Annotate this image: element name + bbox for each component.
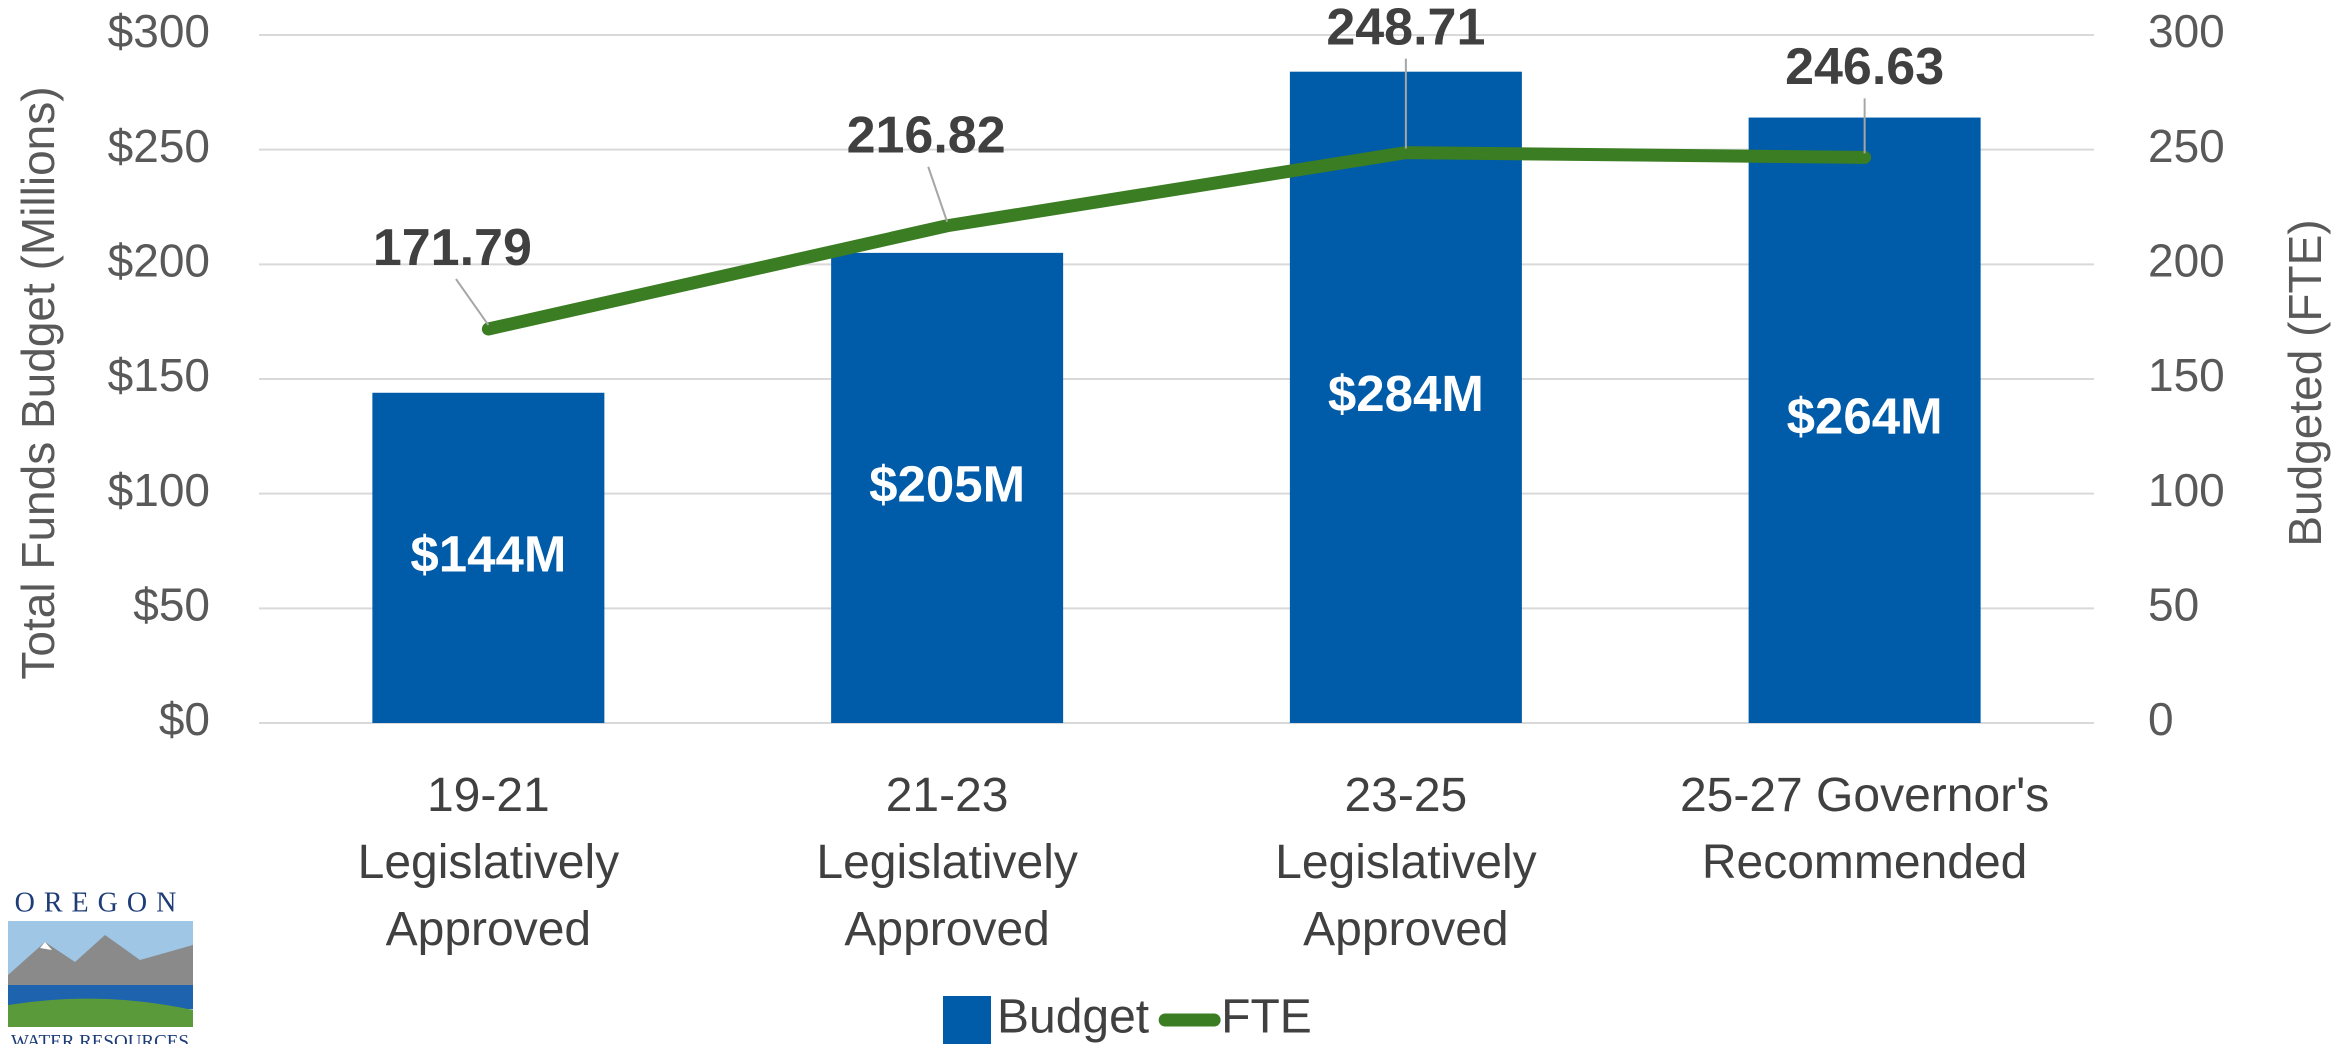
y-axis-title: Total Funds Budget (Millions)	[12, 86, 64, 679]
line-value-label: 171.79	[373, 219, 532, 277]
bar	[372, 392, 605, 723]
bar	[1289, 71, 1522, 723]
y2-tick-label: 250	[2148, 120, 2225, 172]
y2-tick-label: 200	[2148, 234, 2225, 286]
x-tick-label: 19-21 Legislatively Approved	[357, 769, 620, 956]
legend-label: Budget	[997, 991, 1149, 1044]
bar	[1748, 117, 1981, 723]
y2-tick-label: 300	[2148, 5, 2225, 57]
y-tick-label: $300	[108, 5, 210, 57]
y-tick-label: $0	[159, 693, 210, 745]
y-tick-label: $250	[108, 120, 210, 172]
x-tick-label: 23-25 Legislatively Approved	[1275, 769, 1537, 956]
logo: OREGON WATER RESOURCES	[8, 887, 193, 1044]
y2-tick-label: 0	[2148, 693, 2174, 745]
y-tick-label: $100	[108, 464, 210, 516]
bar-value-label: $284M	[1328, 365, 1484, 422]
y2-axis-title: Budgeted (FTE)	[2279, 219, 2331, 546]
logo-mountains	[8, 935, 193, 990]
y2-tick-label: 150	[2148, 349, 2225, 401]
y-tick-label: $200	[108, 234, 210, 286]
bar	[831, 252, 1064, 723]
line-value-label: 246.63	[1785, 38, 1944, 96]
leader-line	[927, 166, 949, 223]
legend-swatch	[943, 996, 991, 1044]
fte-line	[481, 146, 1872, 336]
logo-land	[8, 998, 193, 1027]
bar-value-label: $264M	[1787, 388, 1943, 445]
logo-snow	[40, 942, 52, 950]
line-value-label: 216.82	[847, 106, 1006, 164]
y-tick-label: $150	[108, 349, 210, 401]
y2-tick-label: 100	[2148, 464, 2225, 516]
logo-top-text: OREGON	[15, 887, 186, 918]
logo-bottom-text: WATER RESOURCES	[11, 1031, 189, 1044]
leader-line	[455, 278, 490, 326]
y2-tick-label: 50	[2148, 578, 2199, 630]
x-tick-label: 25-27 Governor's Recommended	[1679, 769, 2050, 889]
bar-value-label: $144M	[410, 525, 566, 582]
line-value-label: 248.71	[1326, 0, 1485, 56]
bar-value-label: $205M	[869, 455, 1025, 512]
legend-label: FTE	[1221, 991, 1312, 1044]
y-tick-label: $50	[133, 578, 210, 630]
x-tick-label: 21-23 Legislatively Approved	[816, 769, 1078, 956]
